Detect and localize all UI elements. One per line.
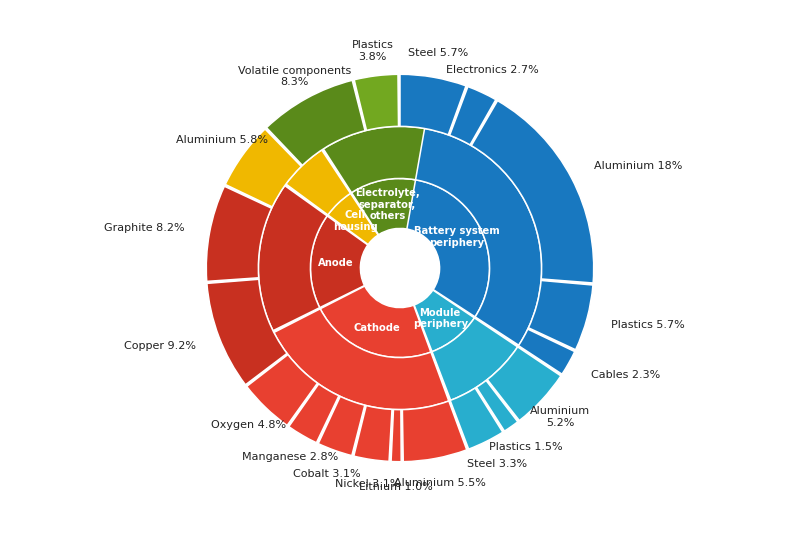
Text: Lithium 1.0%: Lithium 1.0%: [358, 482, 433, 492]
Wedge shape: [206, 186, 271, 281]
Text: Aluminium 5.8%: Aluminium 5.8%: [176, 136, 268, 145]
Wedge shape: [400, 178, 490, 317]
Wedge shape: [450, 388, 502, 449]
Wedge shape: [328, 193, 378, 244]
Text: Graphite 8.2%: Graphite 8.2%: [104, 223, 185, 233]
Wedge shape: [354, 75, 398, 130]
Wedge shape: [351, 178, 415, 235]
Text: Module
periphery: Module periphery: [413, 308, 468, 329]
Text: Plastics
3.8%: Plastics 3.8%: [352, 40, 394, 62]
Text: Anode: Anode: [318, 258, 354, 268]
Wedge shape: [289, 384, 339, 443]
Wedge shape: [450, 87, 496, 145]
Wedge shape: [487, 347, 561, 421]
Text: Steel 3.3%: Steel 3.3%: [467, 459, 527, 469]
Wedge shape: [391, 410, 402, 461]
Wedge shape: [320, 286, 431, 358]
Text: Cobalt 3.1%: Cobalt 3.1%: [293, 469, 360, 479]
Text: Cathode: Cathode: [353, 323, 400, 333]
Wedge shape: [310, 216, 368, 308]
Text: Cell
housing: Cell housing: [333, 211, 378, 232]
Wedge shape: [318, 397, 365, 456]
Wedge shape: [286, 150, 350, 215]
Wedge shape: [414, 290, 474, 352]
Wedge shape: [266, 80, 365, 166]
Wedge shape: [246, 355, 318, 426]
Wedge shape: [529, 280, 593, 350]
Wedge shape: [476, 381, 518, 431]
Wedge shape: [226, 129, 302, 207]
Wedge shape: [400, 126, 542, 345]
Text: Copper 9.2%: Copper 9.2%: [123, 341, 195, 351]
Wedge shape: [432, 318, 518, 400]
Text: Cables 2.3%: Cables 2.3%: [590, 370, 660, 381]
Text: Plastics 1.5%: Plastics 1.5%: [489, 442, 562, 452]
Text: Manganese 2.8%: Manganese 2.8%: [242, 452, 338, 462]
Text: Battery system
periphery: Battery system periphery: [414, 226, 500, 248]
Text: Nickel 3.1%: Nickel 3.1%: [335, 479, 400, 489]
Text: Electronics 2.7%: Electronics 2.7%: [446, 65, 539, 75]
Text: Aluminium 5.5%: Aluminium 5.5%: [394, 478, 486, 488]
Wedge shape: [207, 279, 287, 385]
Wedge shape: [518, 329, 574, 374]
Wedge shape: [400, 75, 466, 135]
Text: Aluminium
5.2%: Aluminium 5.2%: [530, 406, 590, 428]
Text: Steel 5.7%: Steel 5.7%: [408, 48, 468, 57]
Text: Oxygen 4.8%: Oxygen 4.8%: [210, 420, 286, 430]
Wedge shape: [323, 126, 425, 192]
Wedge shape: [354, 406, 392, 461]
Text: Volatile components
8.3%: Volatile components 8.3%: [238, 66, 351, 87]
Text: Plastics 5.7%: Plastics 5.7%: [611, 319, 685, 330]
Wedge shape: [274, 309, 449, 410]
Wedge shape: [402, 401, 466, 461]
Text: Electrolyte,
separator,
others: Electrolyte, separator, others: [355, 188, 420, 221]
Text: Aluminium 18%: Aluminium 18%: [594, 161, 682, 172]
Wedge shape: [471, 101, 594, 283]
Wedge shape: [258, 185, 327, 331]
